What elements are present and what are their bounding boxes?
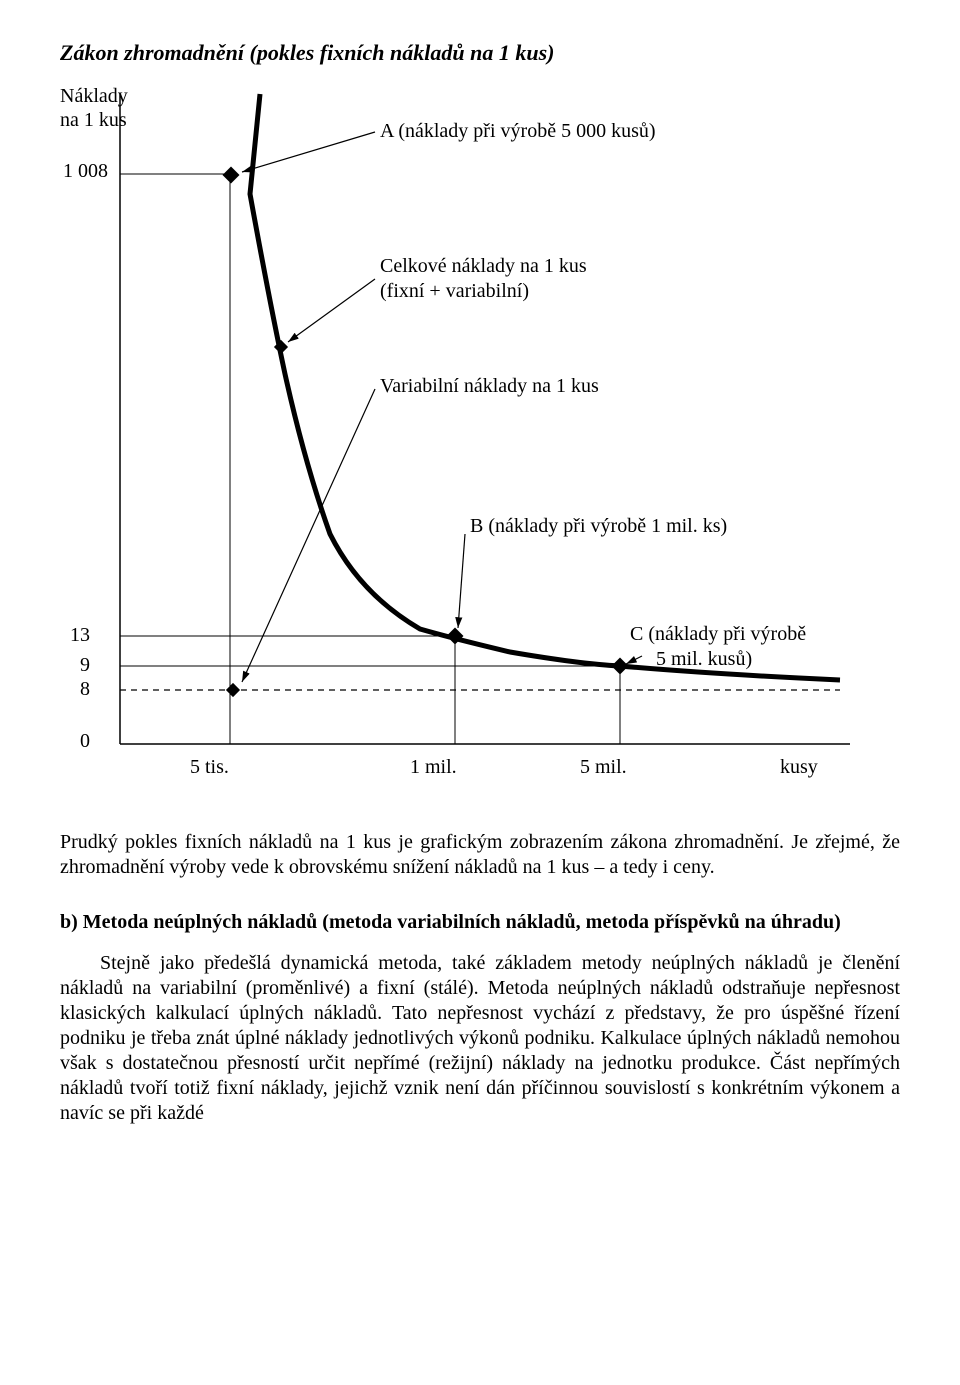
chart-svg <box>60 84 880 804</box>
page-title: Zákon zhromadnění (pokles fixních náklad… <box>60 40 900 66</box>
paragraph-body: Stejně jako předešlá dynamická metoda, t… <box>60 951 900 1126</box>
paragraph-summary: Prudký pokles fixních nákladů na 1 kus j… <box>60 830 900 880</box>
cost-curve-chart: Náklady na 1 kus 1 008 13 9 8 0 5 tis. 1… <box>60 84 880 804</box>
section-b-heading: b) Metoda neúplných nákladů (metoda vari… <box>60 910 900 935</box>
